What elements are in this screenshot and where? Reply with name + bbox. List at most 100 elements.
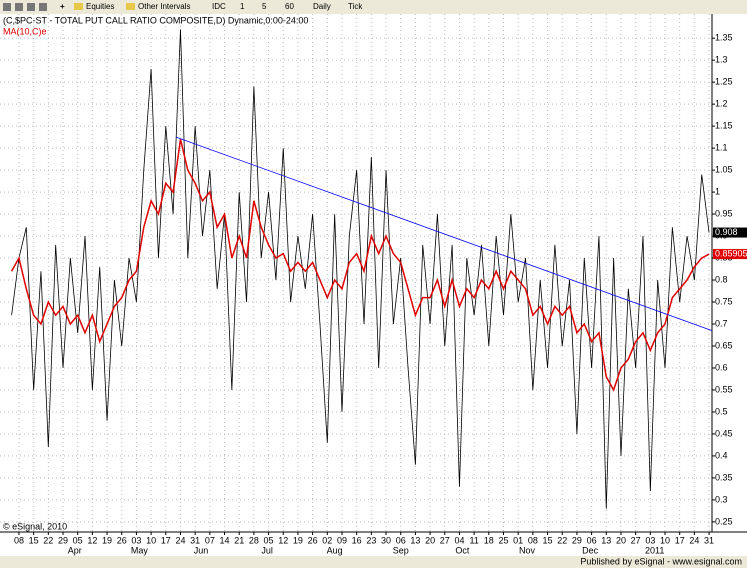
toolbar-button[interactable]: Tick	[348, 2, 363, 11]
x-tick-label: 22	[43, 535, 53, 545]
x-group-label: Jul	[261, 545, 273, 555]
x-tick-label: 13	[601, 535, 611, 545]
y-tick-label: 0.3	[715, 494, 728, 504]
y-tick-label: 0.75	[715, 296, 733, 306]
last-value-label: 0.859056	[715, 248, 747, 258]
x-group-label: Aug	[327, 545, 343, 555]
y-tick-label: 1.15	[715, 121, 733, 131]
x-tick-label: 12	[278, 535, 288, 545]
x-tick-label: 03	[131, 535, 141, 545]
x-group-label: May	[131, 545, 149, 555]
x-tick-label: 05	[73, 535, 83, 545]
plot-background	[0, 14, 747, 556]
x-tick-label: 18	[484, 535, 494, 545]
y-tick-label: 1	[715, 186, 720, 196]
x-tick-label: 19	[102, 535, 112, 545]
x-tick-label: 10	[146, 535, 156, 545]
chart-title: (C,$PC-ST - TOTAL PUT CALL RATIO COMPOSI…	[3, 15, 308, 25]
x-tick-label: 15	[29, 535, 39, 545]
series-line	[10, 139, 710, 392]
x-tick-label: 10	[660, 535, 670, 545]
x-tick-label: 20	[425, 535, 435, 545]
x-tick-label: 25	[498, 535, 508, 545]
icon[interactable]	[3, 3, 11, 11]
y-tick-label: 0.45	[715, 428, 733, 438]
x-group-label: Jun	[194, 545, 209, 555]
x-tick-label: 09	[337, 535, 347, 545]
y-tick-label: 0.55	[715, 384, 733, 394]
x-tick-label: 08	[528, 535, 538, 545]
y-tick-label: 0.4	[715, 450, 728, 460]
last-value-box	[713, 249, 747, 260]
x-group-label: Oct	[455, 545, 470, 555]
x-tick-label: 22	[557, 535, 567, 545]
marks	[10, 29, 713, 509]
last-value-label: 0.908	[715, 227, 738, 237]
toolbar-button[interactable]: 1	[240, 2, 245, 11]
y-tick-label: 0.65	[715, 340, 733, 350]
x-tick-label: 29	[58, 535, 68, 545]
x-tick-label: 29	[572, 535, 582, 545]
x-tick-label: 31	[704, 535, 714, 545]
x-tick-label: 27	[440, 535, 450, 545]
legend-entry: MA(10,C)e	[3, 26, 47, 36]
y-tick-label: 1.1	[715, 142, 728, 152]
x-tick-label: 13	[410, 535, 420, 545]
x-tick-label: 17	[675, 535, 685, 545]
toolbar-button[interactable]: Other Intervals	[138, 2, 190, 11]
x-tick-label: 20	[616, 535, 626, 545]
icon[interactable]	[15, 3, 23, 11]
toolbar-button[interactable]: Equities	[86, 2, 114, 11]
x-tick-label: 01	[513, 535, 523, 545]
x-group-label: Sep	[393, 545, 409, 555]
y-tick-label: 0.6	[715, 362, 728, 372]
x-tick-label: 24	[689, 535, 699, 545]
x-tick-label: 05	[264, 535, 274, 545]
toolbar-button[interactable]: 5	[262, 2, 267, 11]
copyright: © eSignal, 2010	[3, 521, 67, 531]
x-tick-label: 11	[469, 535, 478, 545]
icon[interactable]	[27, 3, 35, 11]
x-group-label: Apr	[68, 545, 82, 555]
x-tick-label: 06	[587, 535, 597, 545]
y-tick-label: 0.95	[715, 208, 733, 218]
toolbar-button[interactable]: Daily	[313, 2, 331, 11]
x-tick-label: 23	[366, 535, 376, 545]
y-tick-label: 0.7	[715, 318, 728, 328]
x-group-label: Dec	[582, 545, 599, 555]
y-tick-label: 1.35	[715, 33, 733, 43]
y-tick-label: 1.2	[715, 99, 728, 109]
grid	[0, 14, 715, 535]
x-tick-label: 17	[161, 535, 171, 545]
x-tick-label: 02	[322, 535, 332, 545]
y-tick-label: 1.25	[715, 77, 733, 87]
y-tick-label: 0.5	[715, 406, 728, 416]
x-tick-label: 12	[87, 535, 97, 545]
x-tick-label: 21	[234, 535, 244, 545]
last-value-box	[713, 227, 747, 238]
x-tick-label: 03	[645, 535, 655, 545]
x-tick-label: 31	[190, 535, 200, 545]
footer: Published by eSignal - www.esignal.com	[580, 556, 742, 566]
series-line	[11, 29, 710, 509]
x-tick-label: 30	[381, 535, 391, 545]
toolbar-button[interactable]: IDC	[212, 2, 226, 11]
y-tick-label: 1.05	[715, 164, 733, 174]
x-tick-label: 06	[396, 535, 406, 545]
x-tick-label: 16	[352, 535, 362, 545]
trendline	[175, 136, 713, 331]
icon[interactable]	[39, 3, 47, 11]
toolbar-button[interactable]: 60	[285, 2, 294, 11]
x-tick-label: 28	[249, 535, 259, 545]
x-tick-label: 07	[205, 535, 215, 545]
x-tick-label: 04	[454, 535, 464, 545]
x-tick-label: 26	[308, 535, 318, 545]
y-tick-label: 0.8	[715, 274, 728, 284]
x-tick-label: 27	[631, 535, 641, 545]
x-tick-label: 15	[543, 535, 553, 545]
x-tick-label: 26	[117, 535, 127, 545]
x-tick-label: 08	[14, 535, 24, 545]
x-group-label: Nov	[519, 545, 536, 555]
icon[interactable]: +	[60, 2, 65, 11]
